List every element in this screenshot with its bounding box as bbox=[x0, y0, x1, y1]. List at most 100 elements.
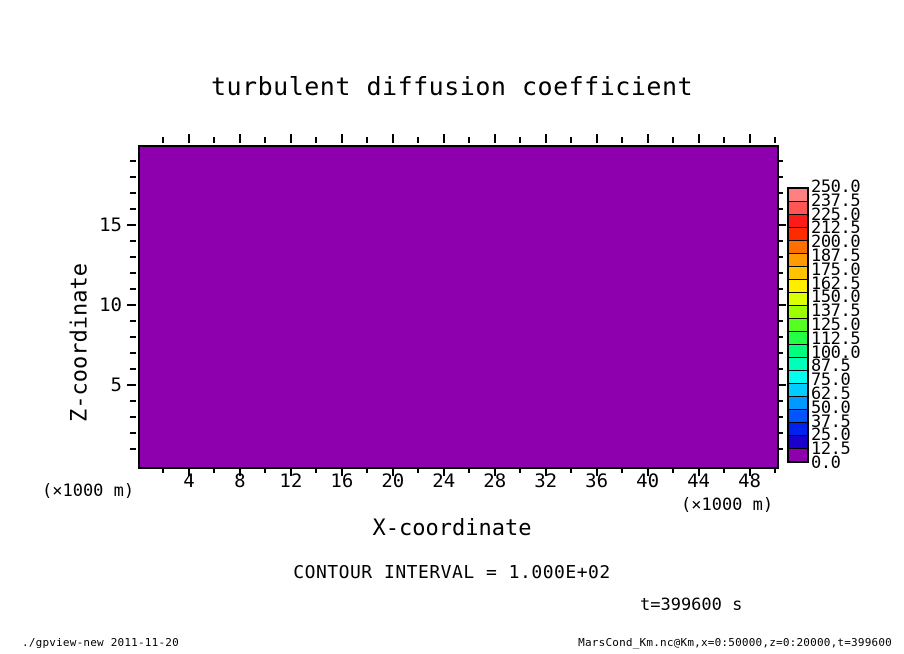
x-axis-tick-label: 44 bbox=[687, 470, 710, 492]
y-axis-tick bbox=[130, 160, 136, 162]
colorbar-tick-label: 212.5 bbox=[811, 218, 861, 239]
colorbar-tick-label: 175.0 bbox=[811, 259, 861, 280]
y-axis-tick bbox=[777, 160, 783, 162]
x-axis-tick-label: 8 bbox=[234, 470, 246, 492]
colorbar-tick-label: 125.0 bbox=[811, 315, 861, 335]
y-axis-tick bbox=[130, 256, 136, 258]
x-axis-tick bbox=[493, 134, 496, 143]
y-axis-tick bbox=[127, 224, 136, 226]
colorbar-band bbox=[789, 332, 807, 345]
footer-command: ./gpview-new 2011-11-20 bbox=[22, 636, 179, 649]
page-title: turbulent diffusion coefficient bbox=[210, 72, 694, 101]
y-axis-tick-label: 5 bbox=[110, 374, 122, 396]
colorbar-band bbox=[789, 306, 807, 319]
x-axis-tick bbox=[697, 134, 700, 143]
x-axis-tick bbox=[774, 137, 776, 143]
colorbar-band bbox=[789, 423, 807, 436]
y-axis-tick bbox=[130, 400, 136, 402]
x-axis-tick bbox=[238, 134, 241, 143]
x-axis-tick bbox=[289, 134, 292, 143]
x-axis-tick bbox=[646, 134, 649, 143]
y-axis-tick bbox=[777, 416, 783, 418]
colorbar-tick-label: 25.0 bbox=[811, 425, 851, 446]
colorbar-tick-label: 37.5 bbox=[811, 411, 851, 432]
colorbar-band bbox=[789, 241, 807, 254]
colorbar-tick-label: 62.5 bbox=[811, 384, 851, 404]
x-axis-tick bbox=[340, 467, 343, 476]
colorbar-tick-label: 200.0 bbox=[811, 232, 861, 253]
y-axis-tick bbox=[777, 192, 783, 194]
colorbar-band bbox=[789, 345, 807, 358]
colorbar-band bbox=[789, 202, 807, 215]
x-axis-unit-label: (×1000 m) bbox=[681, 495, 774, 515]
x-axis-tick bbox=[468, 137, 471, 143]
colorbar-band bbox=[789, 215, 807, 228]
x-axis-tick bbox=[442, 134, 445, 143]
x-axis-tick bbox=[391, 134, 394, 143]
x-axis-tick bbox=[595, 467, 598, 476]
x-axis-tick bbox=[366, 137, 369, 143]
x-axis-tick bbox=[417, 137, 420, 143]
y-axis-tick-label: 15 bbox=[99, 214, 122, 236]
x-axis-tick bbox=[187, 134, 190, 143]
colorbar-band bbox=[789, 371, 807, 384]
x-axis-tick bbox=[723, 137, 726, 143]
colorbar-band bbox=[789, 410, 807, 423]
contour-plot-area[interactable] bbox=[138, 145, 779, 469]
x-axis-tick bbox=[672, 137, 675, 143]
y-axis-tick bbox=[777, 352, 783, 354]
y-axis-tick bbox=[777, 272, 783, 274]
x-axis-tick bbox=[621, 467, 624, 473]
colorbar-tick-label: 150.0 bbox=[811, 287, 861, 308]
colorbar-tick-label: 225.0 bbox=[811, 204, 861, 225]
x-axis-tick bbox=[162, 467, 165, 473]
x-axis-tick bbox=[544, 134, 547, 143]
contour-interval-note: CONTOUR INTERVAL = 1.000E+02 bbox=[293, 562, 611, 583]
y-axis-tick bbox=[777, 240, 783, 242]
x-axis-tick bbox=[570, 137, 573, 143]
y-axis-tick bbox=[127, 304, 136, 306]
x-axis-tick-label: 32 bbox=[534, 470, 558, 492]
x-axis-tick bbox=[570, 467, 573, 473]
x-axis-tick-label: 4 bbox=[183, 470, 195, 492]
x-axis-tick bbox=[646, 467, 649, 476]
x-axis-tick bbox=[315, 467, 318, 473]
y-axis-tick bbox=[130, 432, 136, 434]
x-axis-tick-label: 28 bbox=[483, 470, 507, 492]
y-axis-tick bbox=[130, 448, 136, 450]
colorbar-tick-label: 87.5 bbox=[811, 356, 851, 377]
y-axis-tick bbox=[130, 416, 136, 418]
colorbar-tick-label: 250.0 bbox=[811, 177, 861, 197]
x-axis-tick bbox=[748, 134, 751, 143]
y-axis-tick bbox=[130, 272, 136, 274]
y-axis-unit-label: (×1000 m) bbox=[42, 481, 135, 501]
y-axis-tick bbox=[777, 384, 786, 386]
colorbar-band bbox=[789, 449, 807, 461]
x-axis-tick-label: 16 bbox=[330, 470, 354, 492]
x-axis-tick-label: 24 bbox=[432, 470, 456, 492]
colorbar-tick-label: 12.5 bbox=[811, 439, 851, 460]
colorbar-tick-label: 162.5 bbox=[811, 273, 861, 294]
x-axis-tick bbox=[468, 467, 471, 473]
colorbar-band bbox=[789, 254, 807, 267]
colorbar-band bbox=[789, 397, 807, 410]
y-axis-tick bbox=[777, 256, 783, 258]
x-axis-tick bbox=[315, 137, 318, 143]
x-axis-tick-label: 36 bbox=[585, 470, 609, 492]
x-axis-tick bbox=[697, 467, 700, 476]
x-axis-tick bbox=[493, 467, 496, 476]
x-axis-tick bbox=[544, 467, 547, 476]
x-axis-tick bbox=[366, 467, 369, 473]
colorbar-band bbox=[789, 267, 807, 280]
colorbar-band bbox=[789, 358, 807, 371]
x-axis-tick bbox=[289, 467, 292, 476]
y-axis-tick bbox=[777, 288, 783, 290]
colorbar[interactable] bbox=[787, 187, 809, 463]
x-axis-tick bbox=[595, 134, 598, 143]
y-axis-tick bbox=[130, 320, 136, 322]
y-axis-tick bbox=[130, 288, 136, 290]
y-axis-tick bbox=[777, 368, 783, 370]
colorbar-tick-label: 50.0 bbox=[811, 397, 851, 418]
x-axis-tick bbox=[519, 137, 522, 143]
y-axis-tick bbox=[777, 176, 783, 178]
